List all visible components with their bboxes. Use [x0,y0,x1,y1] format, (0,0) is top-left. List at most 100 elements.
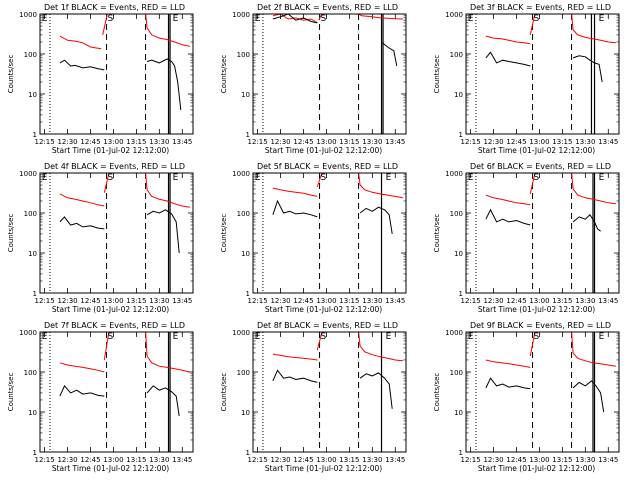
events-series-line [59,216,105,230]
panel-title: Det 6f BLACK = Events, RED = LLD [470,162,611,171]
y-tick-label: 100 [450,369,463,377]
x-tick-label: 13:30 [362,138,382,146]
x-tick-label: 13:30 [149,297,169,305]
lld-series-line [316,332,323,351]
lld-series-line [318,14,323,21]
plot-frame [39,331,194,453]
x-tick-label: 13:00 [103,297,123,305]
lld-series-line [485,194,531,206]
x-tick-label: 12:30 [270,138,290,146]
y-tick-label: 100 [24,51,37,59]
panel-title: Det 4f BLACK = Events, RED = LLD [44,162,185,171]
panel-7: Det 7f BLACK = Events, RED = LLD 1 10 100 10… [7,321,194,473]
x-tick-label: 13:45 [172,138,192,146]
y-axis-label: Counts/sec [433,214,441,253]
x-tick-label: 13:15 [126,297,146,305]
lld-series-line [529,14,536,36]
y-tick-label: 10 [241,409,250,417]
events-series-line [485,208,531,226]
event-marker: E [386,332,392,342]
y-axis-label: Counts/sec [220,214,228,253]
event-marker: E [255,332,261,342]
data-area [485,173,616,232]
lld-series-line [316,173,323,188]
x-tick-label: 13:45 [598,138,618,146]
x-tick-label: 12:30 [57,138,77,146]
x-tick-label: 13:30 [575,297,595,305]
y-tick-label: 10 [454,409,463,417]
x-axis-label: Start Time (01-Jul-02 12:12:00) [478,305,595,314]
panel-2: Det 2f BLACK = Events, RED = LLD 1 10 100 10… [220,3,407,155]
x-tick-label: 12:45 [293,456,313,464]
lld-series-line [485,35,531,45]
y-tick-label: 100 [450,51,463,59]
x-tick-label: 12:15 [247,138,267,146]
y-axis-label: Counts/sec [433,373,441,412]
x-tick-label: 12:30 [270,297,290,305]
y-tick-label: 100 [450,210,463,218]
lld-series-line [103,173,110,193]
y-tick-label: 1 [459,449,463,457]
data-area [59,14,191,110]
panel-1: Det 1f BLACK = Events, RED = LLD 1 10 100 10… [7,3,194,155]
y-tick-label: 1000 [19,11,37,19]
events-series-line [59,384,105,397]
x-tick-label: 13:30 [149,138,169,146]
lld-series-line [571,332,616,367]
y-tick-label: 1 [33,449,37,457]
events-series-line [572,214,601,232]
x-tick-label: 13:15 [552,456,572,464]
event-marker: E [42,173,48,183]
y-axis-label: Counts/sec [433,55,441,94]
data-area [59,173,190,254]
x-tick-label: 13:45 [172,456,192,464]
x-tick-label: 13:30 [362,297,382,305]
x-tick-label: 12:15 [460,138,480,146]
lld-series-line [59,362,105,373]
events-series-line [272,14,318,24]
y-tick-label: 10 [454,91,463,99]
x-tick-label: 13:15 [339,297,359,305]
events-series-line [572,380,605,413]
lld-series-line [272,353,318,361]
y-tick-label: 1000 [232,170,250,178]
events-series-line [272,369,318,383]
y-tick-label: 10 [28,409,37,417]
lld-series-line [59,193,105,207]
event-marker: S [108,14,114,24]
y-tick-label: 100 [237,210,250,218]
data-area [272,332,403,409]
plot-frame [465,172,620,294]
x-tick-label: 13:30 [362,456,382,464]
events-series-line [572,55,603,83]
x-axis-label: Start Time (01-Jul-02 12:12:00) [478,146,595,155]
event-marker: E [255,173,261,183]
lld-series-line [103,332,110,361]
plot-frame [39,172,194,294]
y-tick-label: 1000 [445,329,463,337]
y-tick-label: 100 [24,210,37,218]
events-series-line [485,377,531,390]
x-axis-label: Start Time (01-Jul-02 12:12:00) [478,464,595,473]
panel-5: Det 5f BLACK = Events, RED = LLD 1 10 100 10… [220,162,407,314]
panel-title: Det 7f BLACK = Events, RED = LLD [44,321,185,330]
x-tick-label: 12:15 [34,456,54,464]
x-tick-label: 12:30 [483,138,503,146]
lld-series-line [272,14,318,24]
x-tick-label: 13:00 [316,297,336,305]
y-tick-label: 1 [246,290,250,298]
x-tick-label: 13:00 [316,456,336,464]
panel-title: Det 2f BLACK = Events, RED = LLD [257,3,398,12]
y-axis-label: Counts/sec [7,373,15,412]
events-series-line [359,372,393,409]
event-marker: E [386,173,392,183]
event-marker: S [534,173,540,183]
x-tick-label: 13:45 [172,297,192,305]
y-tick-label: 1 [246,449,250,457]
lld-series-line [529,173,536,195]
event-marker: E [42,332,48,342]
lld-series-line [571,14,616,44]
event-marker: E [599,173,605,183]
y-tick-label: 1 [246,131,250,139]
event-marker: S [321,173,327,183]
